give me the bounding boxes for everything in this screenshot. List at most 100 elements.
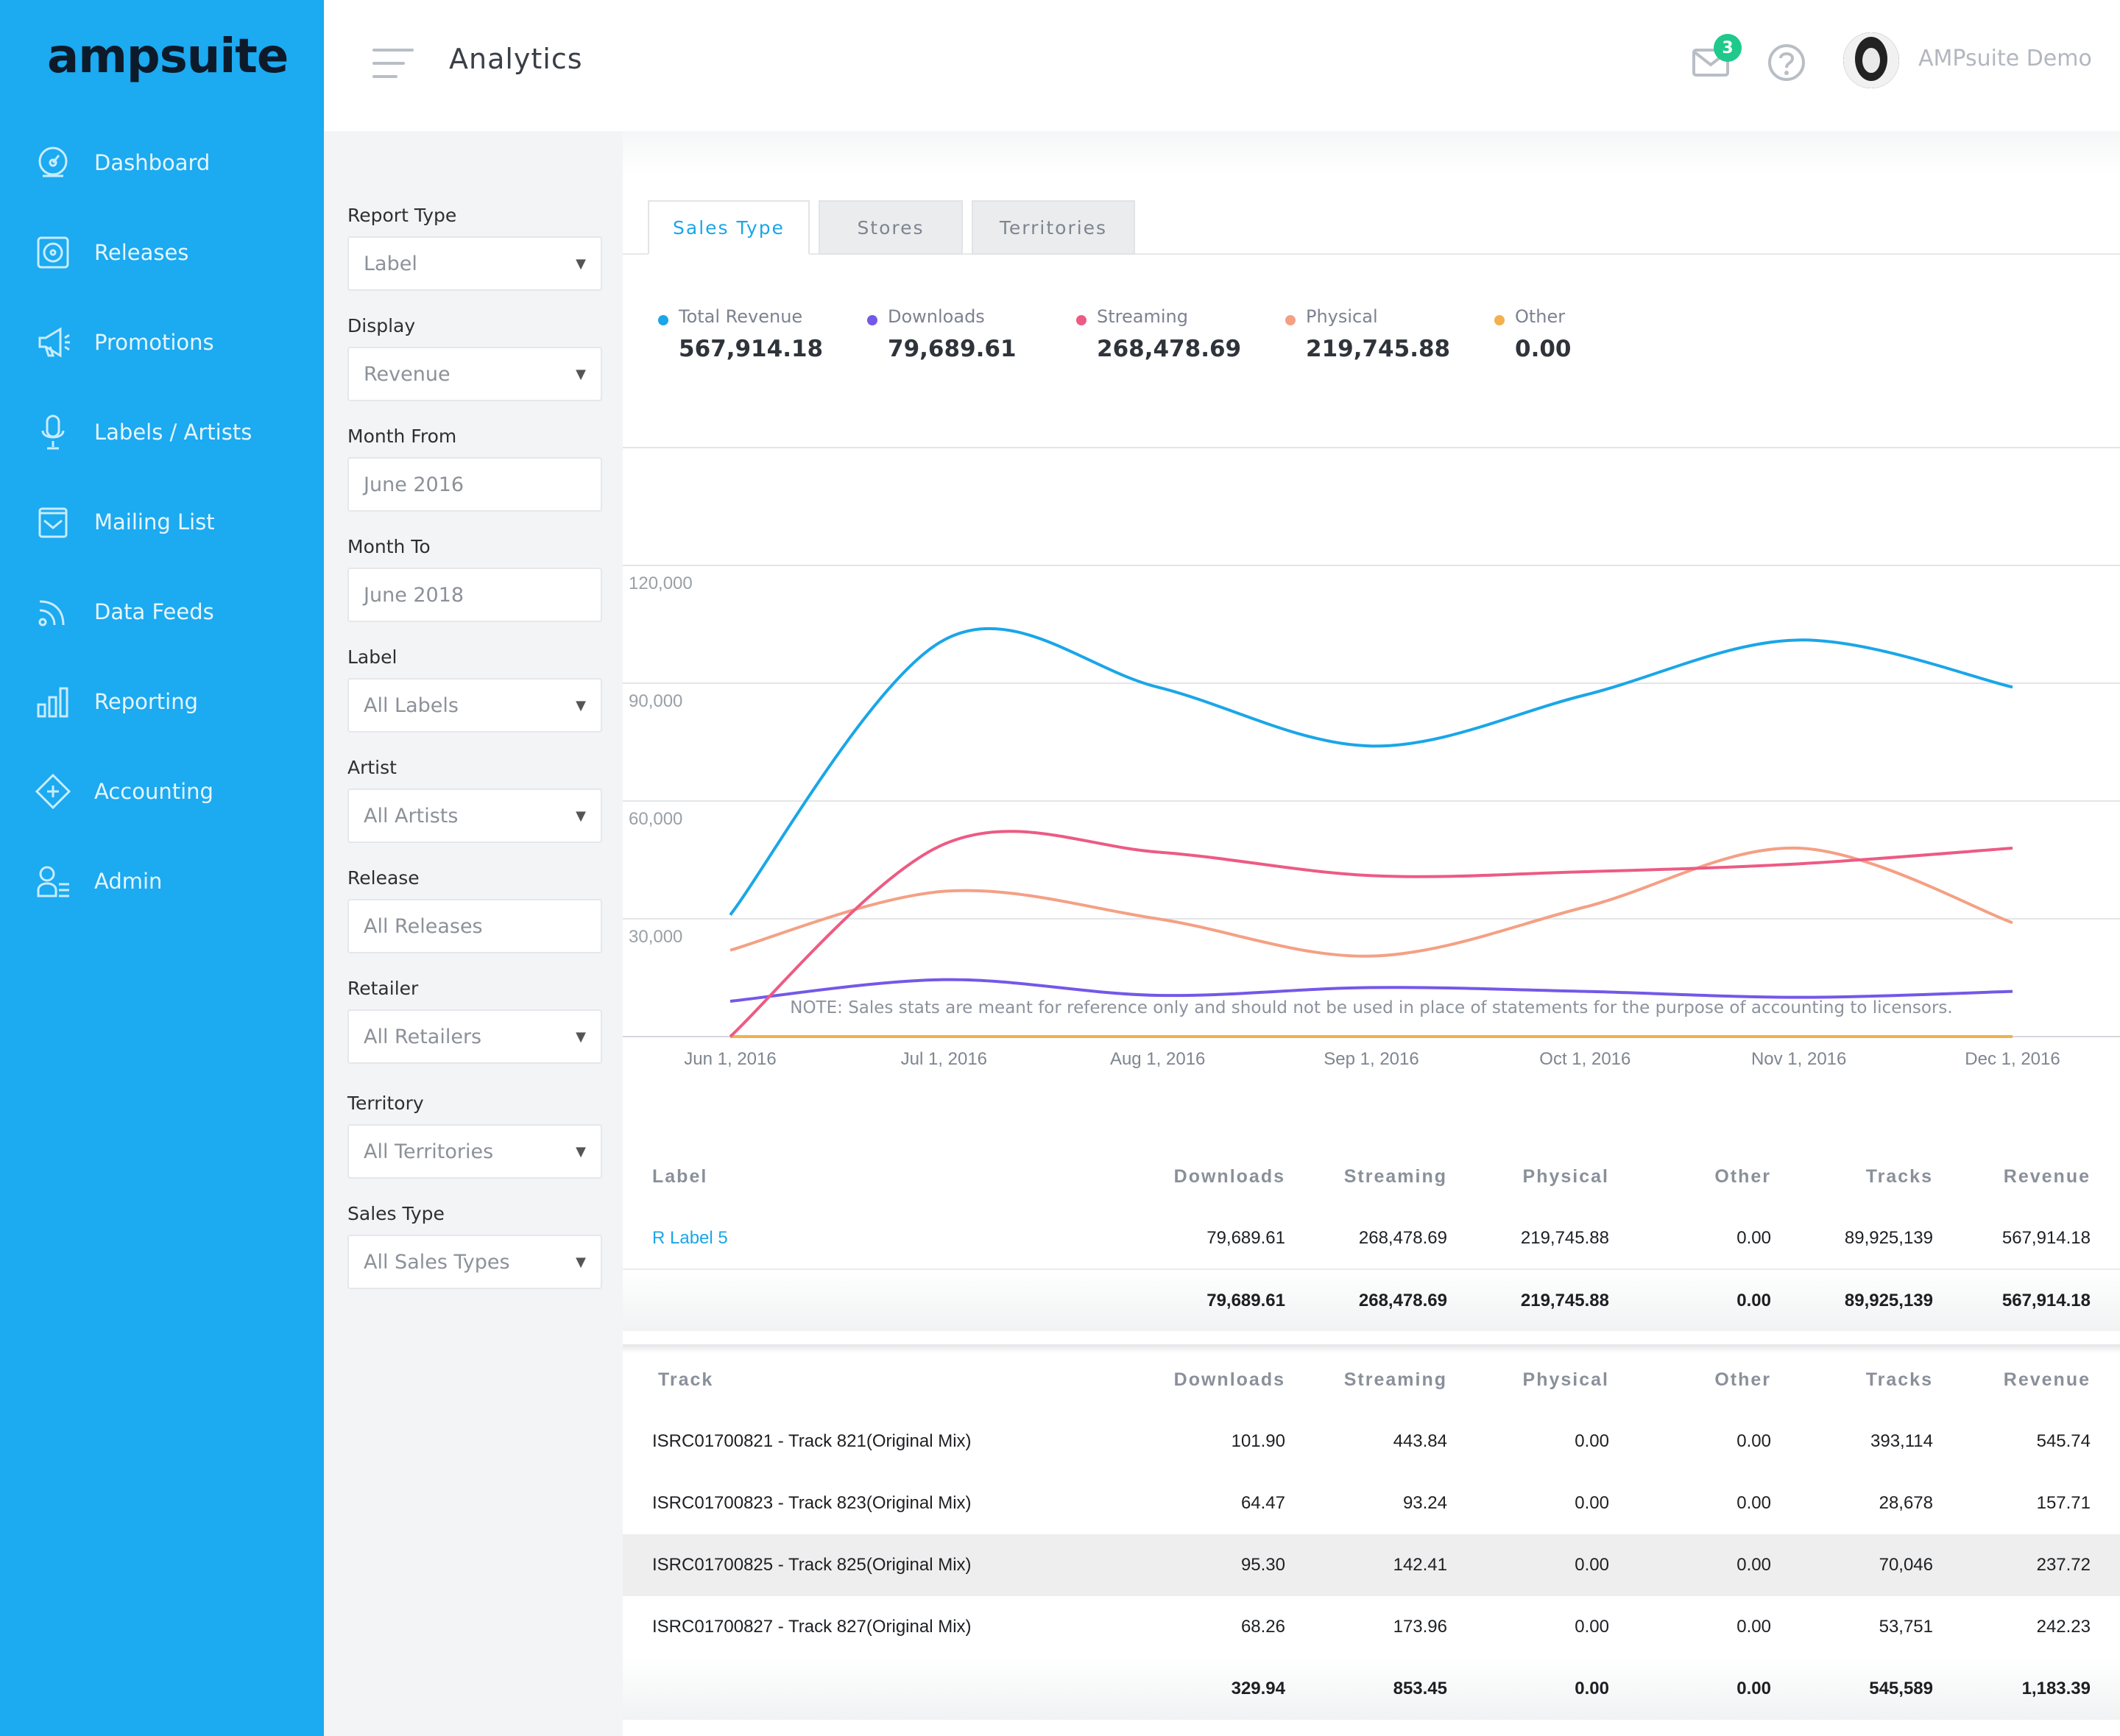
col-header[interactable]: Tracks — [1865, 1369, 1933, 1390]
table-cell: 93.24 — [1402, 1493, 1447, 1513]
sidebar-item-promotions[interactable]: Promotions — [0, 297, 324, 387]
col-header[interactable]: Downloads — [1173, 1165, 1285, 1187]
caret-down-icon: ▼ — [576, 1254, 586, 1270]
retailer-select[interactable]: All Retailers ▼ — [347, 1009, 602, 1064]
table-header-row: Label Downloads Streaming Physical Other… — [623, 1146, 2120, 1207]
table-cell: 68.26 — [1240, 1617, 1285, 1637]
sidebar-item-label: Data Feeds — [94, 599, 214, 624]
label-link[interactable]: R Label 5 — [652, 1227, 728, 1248]
col-header[interactable]: Revenue — [2003, 1369, 2091, 1390]
table-total-row: 79,689.61 268,478.69 219,745.88 0.00 89,… — [623, 1269, 2120, 1331]
sidebar-item-label: Reporting — [94, 689, 198, 714]
territory-select[interactable]: All Territories ▼ — [347, 1124, 602, 1179]
tab-territories[interactable]: Territories — [972, 200, 1135, 255]
legend-value: 79,689.61 — [888, 336, 1017, 362]
table-cell: 545,589 — [1801, 1658, 1962, 1720]
territory-filter: Territory All Territories ▼ — [347, 1093, 602, 1179]
table-cell: 70,046 — [1879, 1555, 1933, 1575]
col-header[interactable]: Physical — [1522, 1165, 1609, 1187]
table-row[interactable]: ISRC01700827 - Track 827(Original Mix) 6… — [623, 1596, 2120, 1658]
legend-label: Streaming — [1097, 306, 1188, 327]
col-header[interactable]: Track — [658, 1369, 714, 1390]
display-select[interactable]: Revenue ▼ — [347, 347, 602, 401]
track-table: Track Downloads Streaming Physical Other… — [623, 1349, 2120, 1720]
table-cell: 0.00 — [1477, 1658, 1639, 1720]
artist-label: Artist — [347, 757, 397, 778]
col-header[interactable]: Physical — [1522, 1369, 1609, 1390]
sidebar-item-mailing-list[interactable]: Mailing List — [0, 477, 324, 567]
col-header[interactable]: Streaming — [1343, 1165, 1447, 1187]
col-header[interactable]: Label — [652, 1165, 708, 1187]
sidebar-item-label: Labels / Artists — [94, 420, 252, 445]
table-cell: 0.00 — [1639, 1658, 1801, 1720]
sidebar-item-data-feeds[interactable]: Data Feeds — [0, 567, 324, 657]
sales-type-select[interactable]: All Sales Types ▼ — [347, 1235, 602, 1289]
table-cell: 219,745.88 — [1520, 1227, 1609, 1248]
report-type-select[interactable]: Label ▼ — [347, 236, 602, 291]
table-cell: 79,689.61 — [1153, 1269, 1315, 1331]
table-cell: 53,751 — [1879, 1617, 1933, 1637]
section-divider — [623, 1344, 2120, 1353]
menu-toggle-icon[interactable] — [372, 49, 414, 81]
table-cell: 0.00 — [1575, 1493, 1609, 1513]
table-cell: ISRC01700827 - Track 827(Original Mix) — [652, 1617, 972, 1637]
label-filter: Label All Labels ▼ — [347, 646, 602, 733]
table-cell: 64.47 — [1240, 1493, 1285, 1513]
col-header[interactable]: Tracks — [1865, 1165, 1933, 1187]
release-input[interactable]: All Releases — [347, 899, 602, 953]
series-line-streaming — [729, 830, 2013, 1038]
sidebar-item-releases[interactable]: Releases — [0, 208, 324, 297]
table-cell: 545.74 — [2036, 1431, 2091, 1451]
col-header[interactable]: Other — [1714, 1369, 1771, 1390]
table-cell: 101.90 — [1231, 1431, 1285, 1451]
table-row[interactable]: ISRC01700825 - Track 825(Original Mix) 9… — [623, 1534, 2120, 1596]
sidebar-item-admin[interactable]: Admin — [0, 836, 324, 926]
table-cell: 237.72 — [2036, 1555, 2091, 1575]
month-to-filter: Month To June 2018 — [347, 536, 602, 622]
table-cell: 0.00 — [1575, 1617, 1609, 1637]
sidebar: ampsuite Dashboard Releases Promotions L… — [0, 0, 324, 1736]
y-tick-label: 60,000 — [629, 809, 682, 829]
app-logo[interactable]: ampsuite — [47, 29, 289, 84]
col-header[interactable]: Other — [1714, 1165, 1771, 1187]
table-row[interactable]: ISRC01700821 - Track 821(Original Mix) 1… — [623, 1411, 2120, 1472]
artist-filter: Artist All Artists ▼ — [347, 757, 602, 843]
select-value: All Retailers — [364, 1025, 482, 1048]
month-from-label: Month From — [347, 426, 457, 447]
tab-stores[interactable]: Stores — [819, 200, 963, 255]
table-cell: 0.00 — [1575, 1431, 1609, 1451]
legend-dot — [867, 315, 877, 325]
legend-label: Other — [1515, 306, 1566, 327]
sidebar-item-label: Promotions — [94, 330, 214, 355]
series-line-downloads — [729, 978, 2013, 1003]
user-name[interactable]: AMPsuite Demo — [1918, 46, 2092, 71]
avatar[interactable] — [1843, 32, 1899, 88]
col-header[interactable]: Revenue — [2003, 1165, 2091, 1187]
dashboard-icon — [34, 144, 72, 182]
sidebar-item-accounting[interactable]: Accounting — [0, 747, 324, 836]
table-header-row: Track Downloads Streaming Physical Other… — [623, 1349, 2120, 1411]
x-tick-label: Jul 1, 2016 — [901, 1049, 987, 1069]
sidebar-nav: Dashboard Releases Promotions Labels / A… — [0, 118, 324, 926]
month-to-input[interactable]: June 2018 — [347, 568, 602, 622]
sidebar-item-reporting[interactable]: Reporting — [0, 657, 324, 747]
bar-chart-icon — [34, 682, 72, 721]
table-cell: 0.00 — [1575, 1555, 1609, 1575]
label-select[interactable]: All Labels ▼ — [347, 678, 602, 733]
help-icon[interactable] — [1767, 43, 1806, 82]
sidebar-item-dashboard[interactable]: Dashboard — [0, 118, 324, 208]
table-cell — [623, 1658, 1153, 1720]
artist-select[interactable]: All Artists ▼ — [347, 788, 602, 843]
month-from-input[interactable]: June 2016 — [347, 457, 602, 512]
table-row[interactable]: ISRC01700823 - Track 823(Original Mix) 6… — [623, 1472, 2120, 1534]
col-header[interactable]: Streaming — [1343, 1369, 1447, 1390]
sales-note: NOTE: Sales stats are meant for referenc… — [790, 998, 1953, 1017]
legend-value: 567,914.18 — [679, 336, 824, 362]
table-cell: 329.94 — [1153, 1658, 1315, 1720]
main-content: Sales Type Stores Territories Total Reve… — [623, 131, 2120, 1736]
tab-sales-type[interactable]: Sales Type — [648, 200, 810, 255]
table-row: R Label 5 79,689.61 268,478.69 219,745.8… — [623, 1207, 2120, 1269]
sidebar-item-labels-artists[interactable]: Labels / Artists — [0, 387, 324, 477]
microphone-icon — [34, 413, 72, 451]
col-header[interactable]: Downloads — [1173, 1369, 1285, 1390]
